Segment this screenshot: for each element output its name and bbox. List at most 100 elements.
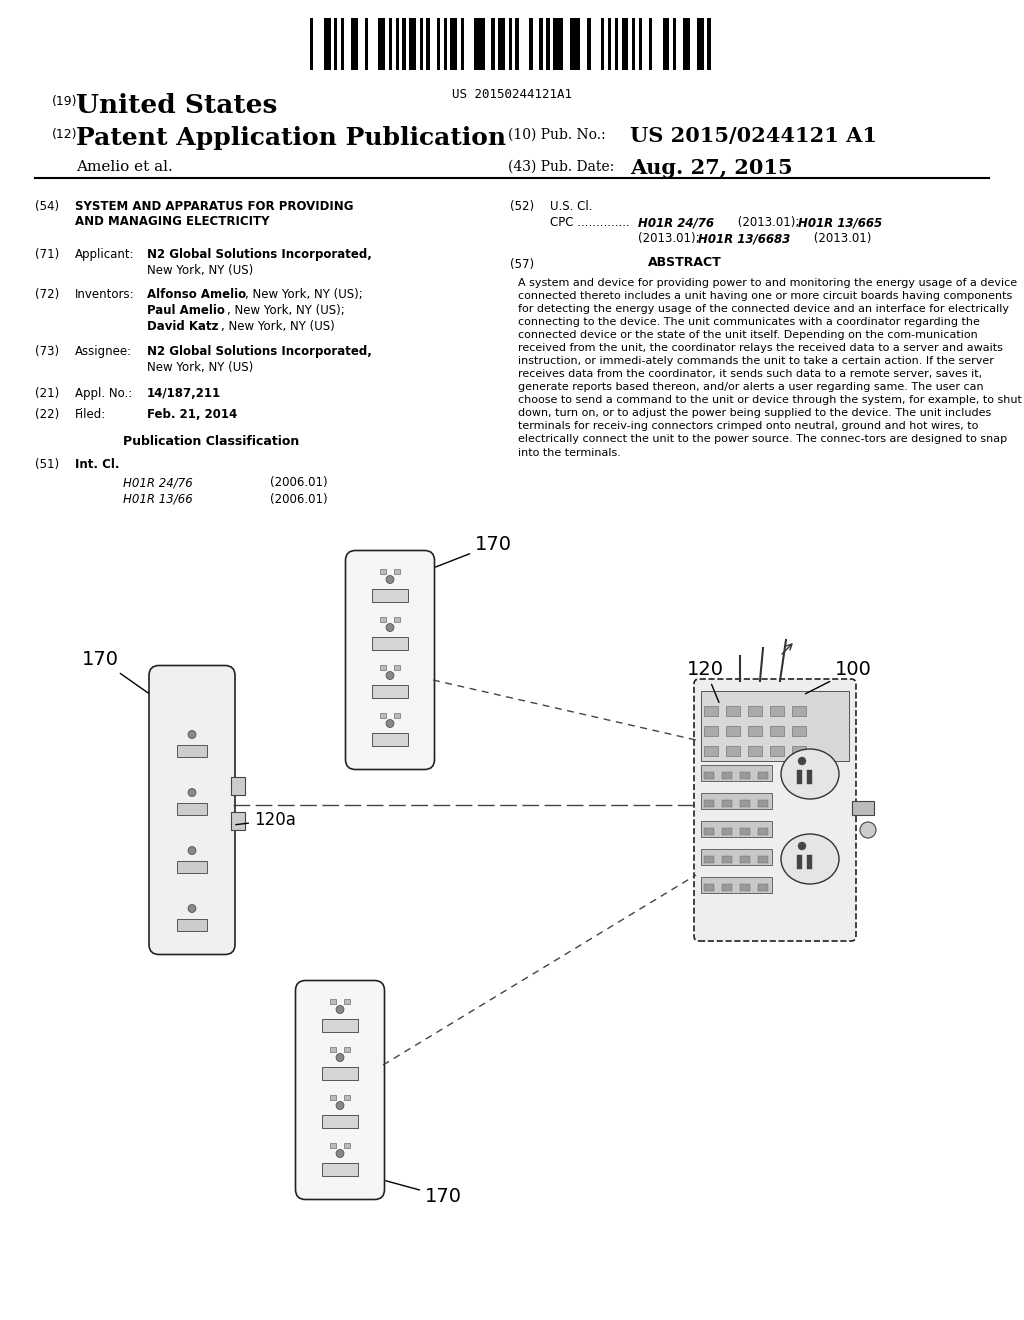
- Text: (22): (22): [35, 408, 59, 421]
- Bar: [344, 1047, 350, 1052]
- Bar: [341, 18, 344, 70]
- Bar: [330, 1143, 336, 1147]
- Bar: [436, 18, 440, 70]
- Text: 120a: 120a: [236, 810, 296, 829]
- Text: Int. Cl.: Int. Cl.: [75, 458, 120, 471]
- Circle shape: [336, 1150, 344, 1158]
- Circle shape: [336, 1101, 344, 1110]
- Text: Filed:: Filed:: [75, 408, 106, 421]
- Bar: [344, 1143, 350, 1147]
- Bar: [701, 793, 772, 809]
- Bar: [705, 726, 718, 737]
- Bar: [807, 770, 812, 784]
- Text: (54): (54): [35, 201, 59, 213]
- Bar: [852, 801, 874, 814]
- FancyBboxPatch shape: [296, 981, 384, 1200]
- Bar: [351, 18, 358, 70]
- Bar: [330, 998, 336, 1003]
- Circle shape: [188, 730, 196, 738]
- Bar: [758, 800, 768, 807]
- Text: (57): (57): [510, 257, 535, 271]
- Bar: [529, 18, 532, 70]
- Text: 170: 170: [386, 1180, 462, 1206]
- Circle shape: [860, 822, 876, 838]
- Text: Amelio et al.: Amelio et al.: [76, 160, 173, 174]
- Bar: [410, 18, 416, 70]
- Circle shape: [798, 756, 806, 766]
- Text: Applicant:: Applicant:: [75, 248, 134, 261]
- Bar: [324, 18, 331, 70]
- Bar: [231, 777, 245, 795]
- Text: Publication Classification: Publication Classification: [123, 436, 299, 447]
- FancyBboxPatch shape: [150, 665, 234, 954]
- Bar: [588, 18, 591, 70]
- Text: 14/187,211: 14/187,211: [147, 387, 221, 400]
- Text: H01R 13/66: H01R 13/66: [123, 492, 193, 506]
- Bar: [546, 18, 550, 70]
- Text: 100: 100: [806, 660, 871, 694]
- Bar: [608, 18, 611, 70]
- Bar: [770, 726, 784, 737]
- Bar: [310, 18, 313, 70]
- Bar: [330, 1094, 336, 1100]
- Bar: [231, 812, 245, 830]
- Text: (72): (72): [35, 288, 59, 301]
- Bar: [770, 706, 784, 715]
- Bar: [649, 18, 652, 70]
- Bar: [697, 18, 703, 70]
- Bar: [722, 772, 732, 779]
- Bar: [797, 770, 802, 784]
- Bar: [380, 664, 386, 669]
- Bar: [601, 18, 604, 70]
- Text: N2 Global Solutions Incorporated,: N2 Global Solutions Incorporated,: [147, 248, 372, 261]
- Circle shape: [336, 1053, 344, 1061]
- Bar: [420, 18, 423, 70]
- Bar: [705, 772, 714, 779]
- Bar: [394, 569, 400, 573]
- Bar: [426, 18, 430, 70]
- Bar: [740, 884, 750, 891]
- Text: (73): (73): [35, 345, 59, 358]
- Text: (10) Pub. No.:: (10) Pub. No.:: [508, 128, 605, 143]
- Bar: [177, 803, 207, 814]
- Bar: [701, 849, 772, 865]
- Bar: [726, 726, 740, 737]
- Bar: [701, 766, 772, 781]
- Text: US 2015/0244121 A1: US 2015/0244121 A1: [630, 125, 877, 147]
- Bar: [461, 18, 464, 70]
- Bar: [499, 18, 505, 70]
- Text: 170: 170: [435, 535, 512, 568]
- Bar: [451, 18, 458, 70]
- Bar: [701, 821, 772, 837]
- Text: (43) Pub. Date:: (43) Pub. Date:: [508, 160, 614, 174]
- Bar: [770, 746, 784, 756]
- Text: H01R 24/76: H01R 24/76: [123, 477, 193, 488]
- Bar: [758, 772, 768, 779]
- Bar: [792, 706, 806, 715]
- Bar: [705, 800, 714, 807]
- Bar: [395, 18, 399, 70]
- Circle shape: [188, 788, 196, 796]
- Bar: [177, 744, 207, 756]
- Text: ABSTRACT: ABSTRACT: [648, 256, 722, 269]
- Text: (52): (52): [510, 201, 535, 213]
- Bar: [394, 616, 400, 622]
- Bar: [344, 1094, 350, 1100]
- Text: United States: United States: [76, 92, 278, 117]
- Bar: [622, 18, 629, 70]
- Bar: [758, 828, 768, 836]
- Bar: [372, 636, 408, 649]
- Bar: [474, 18, 484, 70]
- Bar: [639, 18, 642, 70]
- Text: 120: 120: [687, 660, 724, 702]
- Bar: [683, 18, 690, 70]
- Text: US 20150244121A1: US 20150244121A1: [452, 88, 572, 102]
- Text: Assignee:: Assignee:: [75, 345, 132, 358]
- Text: Alfonso Amelio: Alfonso Amelio: [147, 288, 246, 301]
- Bar: [792, 726, 806, 737]
- Bar: [705, 828, 714, 836]
- Bar: [492, 18, 495, 70]
- Bar: [443, 18, 446, 70]
- Bar: [740, 800, 750, 807]
- Ellipse shape: [781, 834, 839, 884]
